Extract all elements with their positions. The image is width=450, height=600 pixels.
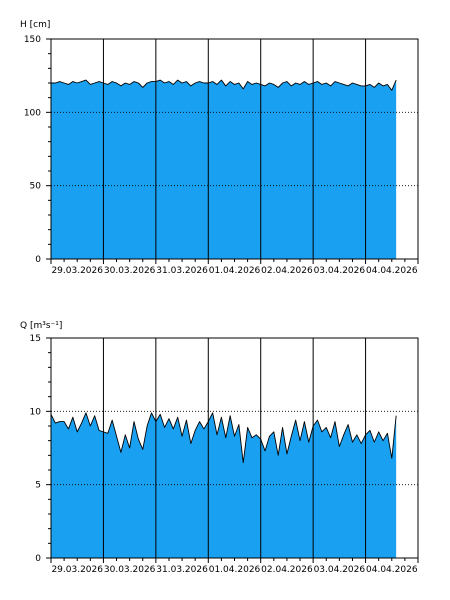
x-tick-label: 02.04.2026: [261, 565, 313, 575]
x-tick-label: 03.04.2026: [314, 266, 366, 276]
x-tick-label: 30.03.2026: [104, 266, 156, 276]
x-tick-label: 30.03.2026: [104, 565, 156, 575]
y-tick-label: 10: [30, 407, 42, 417]
y-axis-label: H [cm]: [20, 20, 50, 30]
series-line: [50, 412, 397, 464]
x-tick-label: 04.04.2026: [366, 266, 418, 276]
series-area: [51, 412, 397, 558]
water-level-chart: H [cm] 29.03.2026 30.03.2026 31.03.2026 01.0…: [20, 20, 419, 276]
y-tick-label: 0: [35, 554, 41, 564]
y-tick-label: 5: [35, 481, 41, 491]
series-area: [51, 80, 397, 259]
discharge-chart: Q [m³s⁻¹]29.03.2026 30.03.2026 31.03.2026 0…: [20, 321, 419, 575]
y-tick-label: 0: [35, 255, 41, 265]
x-tick-label: 04.04.2026: [366, 565, 418, 575]
x-tick-label: 02.04.2026: [261, 266, 313, 276]
y-tick-label: 50: [30, 182, 42, 192]
y-tick-label: 15: [30, 334, 41, 344]
y-axis-label: Q [m³s⁻¹]: [20, 321, 62, 331]
plot-frame: [50, 38, 419, 260]
plot-frame: [50, 337, 419, 559]
y-tick-label: 150: [24, 35, 41, 45]
x-tick-label: 29.03.2026: [51, 266, 103, 276]
y-tick-label: 100: [24, 108, 41, 118]
x-tick-label: 31.03.2026: [156, 565, 208, 575]
x-tick-label: 29.03.2026: [51, 565, 103, 575]
x-tick-label: 01.04.2026: [209, 565, 261, 575]
series-line: [51, 79, 397, 91]
x-tick-label: 03.04.2026: [314, 565, 366, 575]
x-tick-label: 01.04.2026: [209, 266, 261, 276]
x-tick-label: 31.03.2026: [156, 266, 208, 276]
